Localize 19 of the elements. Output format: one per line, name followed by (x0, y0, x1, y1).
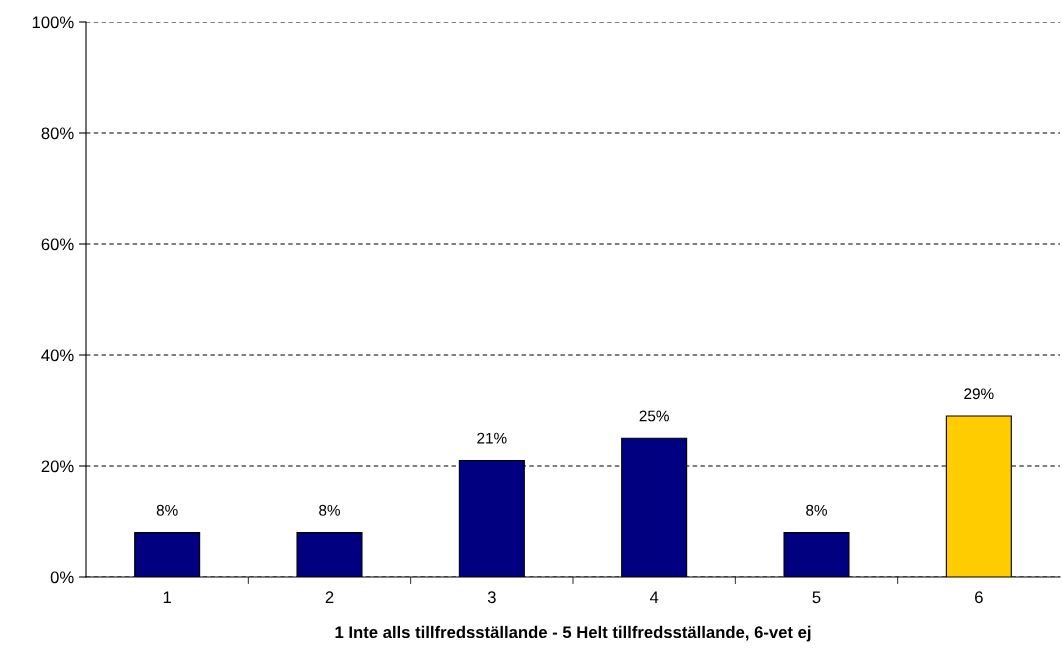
data-label: 21% (477, 432, 507, 444)
y-tick-label: 80% (41, 127, 74, 140)
x-tick-label: 6 (975, 591, 983, 604)
data-label: 29% (964, 388, 994, 400)
x-tick-label: 3 (487, 591, 496, 604)
y-tick-label: 100% (32, 16, 74, 29)
y-tick-label: 0% (50, 571, 74, 584)
x-axis-title: 1 Inte alls tillfredsställande - 5 Helt tillfredsställande, 6-vet ej (335, 625, 811, 642)
x-tick-label: 2 (325, 591, 334, 603)
x-tick-label: 4 (649, 591, 659, 603)
y-tick-label: 60% (41, 238, 74, 251)
data-label: 25% (639, 410, 669, 422)
data-label: 8% (319, 504, 340, 516)
x-tick-label: 1 (163, 591, 171, 603)
data-label: 8% (806, 504, 827, 516)
data-label: 8% (156, 504, 178, 516)
y-tick-label: 20% (41, 460, 74, 473)
y-tick-label: 40% (41, 349, 74, 362)
x-tick-label: 5 (812, 591, 821, 604)
